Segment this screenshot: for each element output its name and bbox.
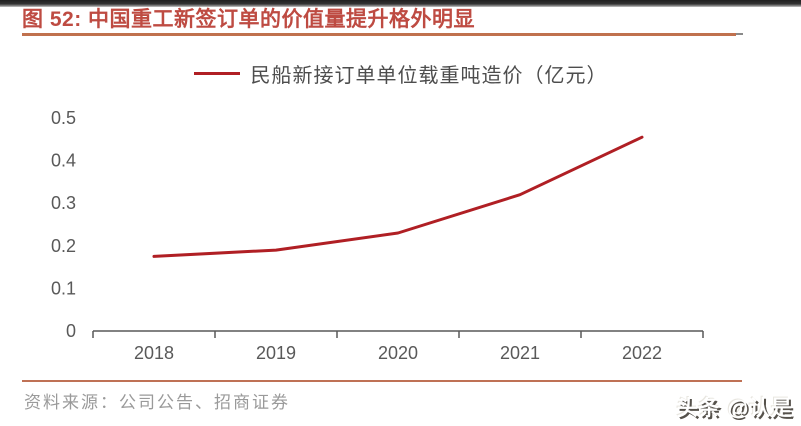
- line-chart: 2018 2019 2020 2021 2022 0 0.1 0.2 0.3 0.4 0.5: [51, 108, 704, 363]
- watermark: 头条 @认是: [676, 397, 793, 420]
- x-tick-label: 2020: [378, 343, 418, 363]
- title-underline: [22, 33, 743, 36]
- figure-title: 图 52: 中国重工新签订单的价值量提升格外明显: [22, 8, 476, 31]
- y-tick-label: 0.3: [51, 193, 76, 213]
- source-text: 资料来源：公司公告、招商证券: [24, 393, 290, 413]
- x-tick-label: 2021: [500, 343, 540, 363]
- chart-legend: 民船新接订单单位载重吨造价（亿元）: [0, 60, 801, 87]
- y-tick-label: 0.2: [51, 236, 76, 256]
- source-divider-line: [22, 380, 742, 382]
- legend-label: 民船新接订单单位载重吨造价（亿元）: [250, 64, 608, 87]
- underline-end-cap: [736, 33, 743, 35]
- legend-line-sample: [193, 71, 240, 75]
- x-tick-label: 2018: [134, 343, 174, 363]
- series-line: [152, 135, 644, 258]
- top-border-bar: [0, 0, 801, 7]
- y-tick-label: 0.1: [51, 278, 76, 298]
- y-tick-label: 0: [66, 321, 76, 341]
- y-tick-label: 0.5: [51, 108, 76, 128]
- x-tick-label: 2019: [256, 343, 296, 363]
- y-tick-label: 0.4: [51, 151, 76, 171]
- x-tick-label: 2022: [622, 343, 662, 363]
